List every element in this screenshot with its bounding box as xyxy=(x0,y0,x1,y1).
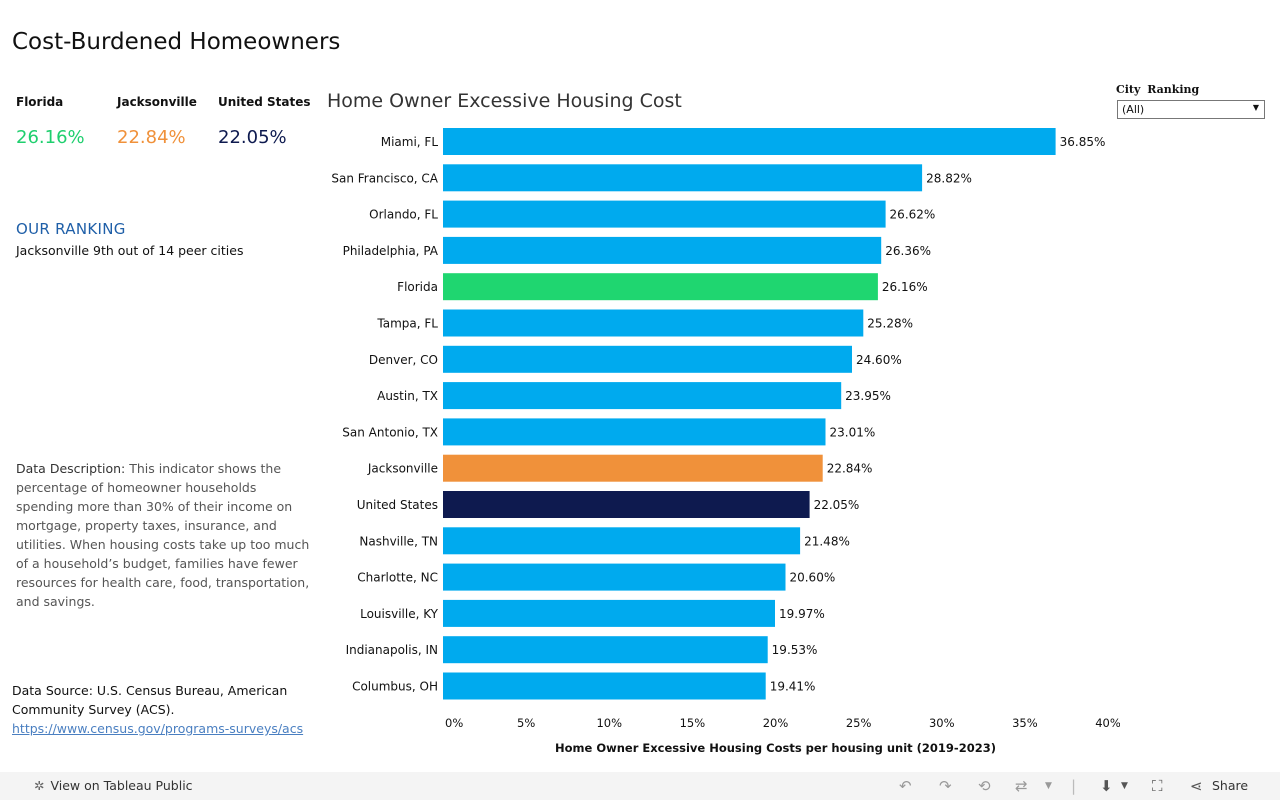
bar xyxy=(443,382,842,410)
tableau-logo-icon: ✲ xyxy=(34,778,45,793)
data-label: 20.60% xyxy=(789,571,835,585)
bar xyxy=(443,236,882,264)
category-label: Jacksonville xyxy=(367,462,438,476)
category-label: Florida xyxy=(397,280,438,294)
category-label: Indianapolis, IN xyxy=(346,643,438,657)
toolbar-divider: | xyxy=(1071,777,1077,795)
refresh-icon[interactable]: ⇄ xyxy=(1015,777,1028,795)
category-label: San Antonio, TX xyxy=(342,425,438,439)
category-label: Columbus, OH xyxy=(352,680,438,694)
data-label: 26.36% xyxy=(885,244,931,258)
data-label: 19.97% xyxy=(779,607,825,621)
kpi-florida-label: Florida xyxy=(16,95,64,109)
x-tick-label: 5% xyxy=(517,716,535,730)
kpi-us-value: 22.05% xyxy=(218,127,287,148)
x-tick-label: 30% xyxy=(929,716,955,730)
kpi-florida-value: 26.16% xyxy=(16,127,85,148)
category-label: Louisville, KY xyxy=(360,607,439,621)
category-label: Orlando, FL xyxy=(369,208,438,222)
data-description-body: This indicator shows the percentage of h… xyxy=(16,461,310,609)
data-label: 23.01% xyxy=(830,425,876,439)
category-label: United States xyxy=(357,498,438,512)
data-label: 23.95% xyxy=(845,389,891,403)
bar xyxy=(443,200,886,228)
bar-chart: Miami, FL 36.85% San Francisco, CA 28.82% Or… xyxy=(331,128,1120,755)
view-on-tableau-label: View on Tableau Public xyxy=(50,778,193,793)
data-label: 21.48% xyxy=(804,534,850,548)
share-icon[interactable]: ⋖ xyxy=(1190,777,1203,795)
category-label: Charlotte, NC xyxy=(357,571,438,585)
x-tick-label: 20% xyxy=(763,716,789,730)
data-label: 22.05% xyxy=(814,498,860,512)
download-dropdown-icon[interactable]: ▼ xyxy=(1121,781,1128,791)
bar xyxy=(443,491,810,518)
tableau-toolbar: ✲ View on Tableau Public ↶ ↷ ⟲ ⇄ ▼ | ⬇ ▼ … xyxy=(0,772,1280,800)
x-tick-label: 25% xyxy=(846,716,872,730)
x-tick-label: 15% xyxy=(680,716,706,730)
data-source: Data Source: U.S. Census Bureau, America… xyxy=(12,681,312,738)
data-source-text: Data Source: U.S. Census Bureau, America… xyxy=(12,683,288,717)
data-label: 28.82% xyxy=(926,171,972,185)
refresh-dropdown-icon[interactable]: ▼ xyxy=(1045,781,1052,791)
ranking-heading: OUR RANKING xyxy=(16,220,126,238)
category-label: Austin, TX xyxy=(377,389,438,403)
x-tick-label: 35% xyxy=(1012,716,1038,730)
kpi-jacksonville-value: 22.84% xyxy=(117,127,186,148)
bar xyxy=(443,128,1056,155)
bar xyxy=(443,599,775,627)
bar xyxy=(443,454,823,482)
kpi-us-label: United States xyxy=(218,95,311,109)
data-source-link[interactable]: https://www.census.gov/programs-surveys/… xyxy=(12,721,304,736)
bar xyxy=(443,672,766,700)
bar xyxy=(443,636,768,664)
data-label: 36.85% xyxy=(1060,135,1106,149)
chevron-down-icon: ▼ xyxy=(1252,103,1259,112)
redo-icon[interactable]: ↷ xyxy=(939,777,952,795)
undo-icon[interactable]: ↶ xyxy=(899,777,912,795)
x-tick-label: 40% xyxy=(1095,716,1120,730)
category-label: Nashville, TN xyxy=(359,534,438,548)
category-label: Philadelphia, PA xyxy=(343,244,439,258)
data-label: 22.84% xyxy=(827,462,873,476)
city-ranking-filter-label: City Ranking xyxy=(1116,83,1200,96)
category-label: Tampa, FL xyxy=(376,317,438,331)
data-description: Data Description: This indicator shows t… xyxy=(16,459,316,611)
category-label: Denver, CO xyxy=(369,353,438,367)
ranking-text: Jacksonville 9th out of 14 peer cities xyxy=(16,243,244,258)
download-icon[interactable]: ⬇ xyxy=(1100,777,1113,795)
x-axis-title: Home Owner Excessive Housing Costs per h… xyxy=(555,741,996,755)
category-label: San Francisco, CA xyxy=(331,171,438,185)
bar xyxy=(443,164,923,192)
bar xyxy=(443,563,786,591)
page-title: Cost-Burdened Homeowners xyxy=(12,29,341,55)
data-label: 25.28% xyxy=(867,317,913,331)
bar xyxy=(443,273,878,301)
fullscreen-icon[interactable]: ⛶ xyxy=(1152,777,1163,795)
city-ranking-selected-value: (All) xyxy=(1122,103,1145,116)
bar xyxy=(443,527,801,555)
bar xyxy=(443,345,852,373)
view-on-tableau-button[interactable]: ✲ View on Tableau Public xyxy=(34,778,193,793)
data-description-lead: Data Description: xyxy=(16,461,126,476)
chart-title: Home Owner Excessive Housing Cost xyxy=(327,90,682,112)
x-tick-label: 0% xyxy=(445,716,463,730)
bar xyxy=(443,309,864,337)
data-label: 19.53% xyxy=(772,643,818,657)
category-label: Miami, FL xyxy=(381,135,439,149)
kpi-jacksonville-label: Jacksonville xyxy=(117,95,197,109)
city-ranking-select[interactable]: (All) ▼ xyxy=(1117,100,1265,119)
data-label: 19.41% xyxy=(770,680,816,694)
x-tick-label: 10% xyxy=(596,716,622,730)
bar xyxy=(443,418,826,446)
share-button[interactable]: Share xyxy=(1212,778,1249,793)
data-label: 24.60% xyxy=(856,353,902,367)
data-label: 26.16% xyxy=(882,280,928,294)
revert-icon[interactable]: ⟲ xyxy=(978,777,991,795)
data-label: 26.62% xyxy=(890,208,936,222)
